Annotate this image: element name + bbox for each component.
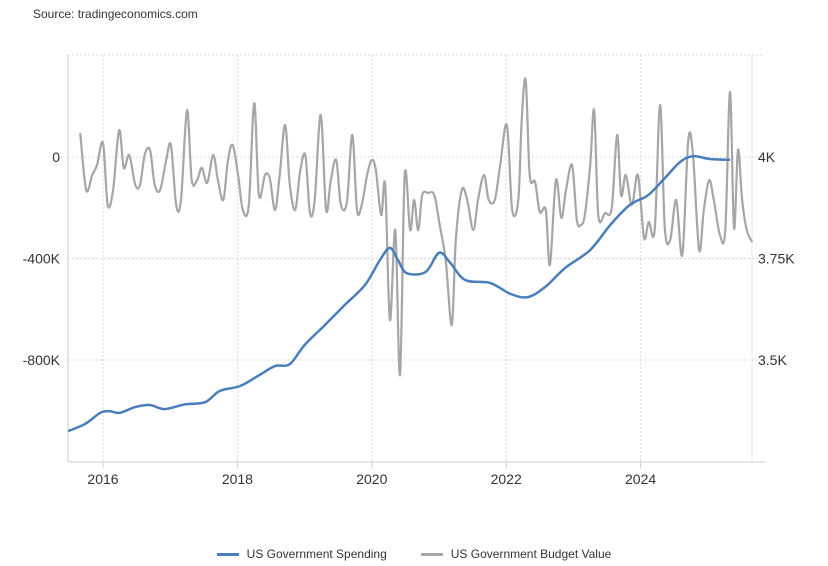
right-y-tick-label: 3.75K	[758, 251, 795, 267]
legend-item-budget[interactable]: US Government Budget Value	[420, 547, 612, 561]
series-line-budget	[79, 77, 754, 377]
source-label: Source: tradingeconomics.com	[33, 7, 198, 21]
right-y-tick-label: 4K	[758, 149, 776, 165]
left-y-tick-label: 0	[52, 149, 60, 165]
series-line-spending	[67, 154, 731, 433]
legend-item-spending[interactable]: US Government Spending	[216, 547, 387, 561]
right-y-tick-label: 3.5K	[758, 352, 787, 368]
x-tick-label: 2020	[356, 471, 387, 487]
legend-label-budget: US Government Budget Value	[450, 547, 612, 561]
legend-swatch-spending	[216, 552, 239, 556]
x-tick-label: 2016	[87, 471, 118, 487]
legend-swatch-budget	[420, 552, 443, 556]
x-tick-label: 2024	[625, 471, 656, 487]
left-y-tick-label: -400K	[23, 251, 61, 267]
left-y-tick-label: -800K	[23, 352, 61, 368]
legend: US Government Spending US Government Bud…	[0, 547, 828, 561]
x-tick-label: 2022	[491, 471, 522, 487]
legend-label-spending: US Government Spending	[246, 547, 387, 561]
x-tick-label: 2018	[222, 471, 253, 487]
